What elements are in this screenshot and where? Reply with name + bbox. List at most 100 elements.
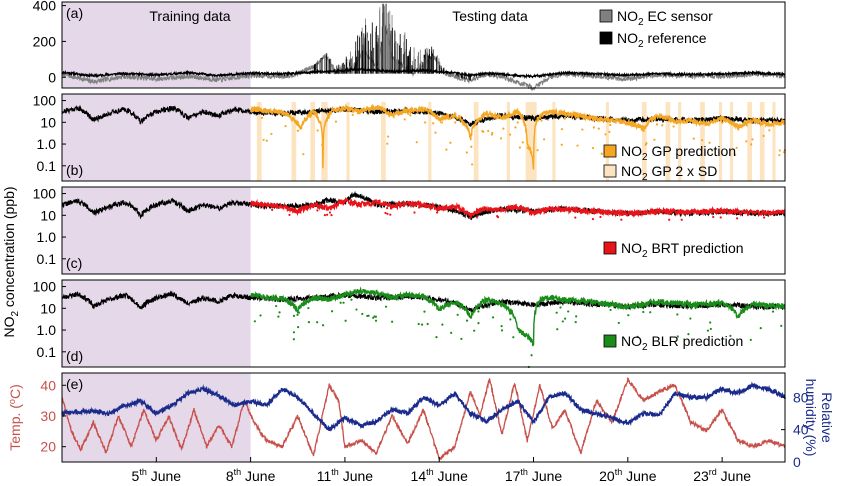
panel-d-prediction-point bbox=[296, 313, 299, 316]
panel-b-prediction-point bbox=[526, 146, 529, 149]
panel-d-prediction-point bbox=[297, 311, 301, 314]
panel-d-prediction-point bbox=[509, 318, 512, 321]
panel-e-tick-label-right: 0 bbox=[793, 454, 801, 470]
panel-a-label: (a) bbox=[66, 5, 83, 21]
panel-c-prediction-point bbox=[487, 207, 490, 210]
panel-b-prediction-point bbox=[721, 121, 724, 124]
panel-c-prediction-point bbox=[736, 217, 739, 220]
panel-d-prediction-point bbox=[441, 323, 444, 326]
panel-d-label: (d) bbox=[66, 348, 83, 364]
panel-c-prediction-point bbox=[389, 213, 392, 216]
panel-d-prediction-point bbox=[512, 336, 515, 339]
panel-d-prediction-point bbox=[690, 307, 693, 310]
panel-c-prediction-point bbox=[509, 207, 512, 211]
panel-d-prediction-point bbox=[700, 303, 703, 307]
panel-d-prediction-point bbox=[253, 320, 256, 323]
panel-c-prediction-point bbox=[386, 207, 389, 210]
panel-b-prediction-point bbox=[499, 137, 503, 140]
panel-d-prediction-point bbox=[657, 303, 660, 306]
panel-b-prediction-point bbox=[735, 146, 738, 149]
panel-d-tick-label-left: 0.1 bbox=[37, 344, 57, 360]
panel-d-prediction-point bbox=[508, 312, 512, 315]
panel-b-prediction-point bbox=[778, 149, 781, 152]
panel-b-prediction-point bbox=[432, 122, 435, 125]
panel-c-prediction-point bbox=[551, 209, 554, 213]
panel-d-prediction-point bbox=[326, 299, 330, 302]
panel-b-prediction-point bbox=[653, 138, 656, 141]
panel-c-prediction-point bbox=[330, 214, 333, 217]
panel-b-uncertainty-band bbox=[700, 102, 705, 181]
panel-c-prediction-point bbox=[591, 217, 595, 221]
x-axis-tick-label: 5th June bbox=[132, 467, 182, 484]
panel-b-prediction-point bbox=[260, 116, 263, 120]
panel-c-prediction-point bbox=[719, 216, 722, 219]
panel-b-prediction-point bbox=[701, 139, 704, 142]
panel-c-label: (c) bbox=[66, 255, 82, 271]
panel-d-prediction-point bbox=[689, 317, 692, 320]
panel-c-series-prediction bbox=[250, 196, 786, 219]
panel-b-label: (b) bbox=[66, 162, 83, 178]
panel-b-prediction-point bbox=[321, 143, 324, 146]
panel-d-prediction-point bbox=[676, 335, 679, 338]
panel-d-prediction-point bbox=[420, 323, 424, 326]
panel-b-uncertainty-band bbox=[525, 102, 537, 181]
panel-e-training-shade bbox=[62, 373, 251, 462]
panel-d-prediction-point bbox=[709, 327, 712, 331]
panel-d-prediction-point bbox=[350, 298, 353, 301]
region-label-training: Training data bbox=[149, 8, 230, 24]
panel-c-prediction-point bbox=[680, 218, 683, 221]
panel-b-prediction-point bbox=[407, 112, 410, 115]
panel-b-prediction-point bbox=[560, 128, 564, 131]
panel-d-tick-label-left: 1.0 bbox=[37, 322, 57, 338]
panel-b-gp-sd-legend-swatch bbox=[603, 164, 617, 178]
panel-b-prediction-point bbox=[768, 129, 771, 132]
panel-d-prediction-point bbox=[636, 335, 639, 338]
panel-d-prediction-point bbox=[771, 310, 775, 313]
panel-b-prediction-point bbox=[751, 138, 754, 141]
panel-b-prediction-point bbox=[334, 120, 338, 123]
panel-c-prediction-point bbox=[654, 213, 657, 216]
panel-b-prediction-point bbox=[487, 129, 490, 133]
panel-d-prediction-point bbox=[355, 308, 358, 311]
panel-d-prediction-point bbox=[423, 310, 426, 313]
panel-d-prediction-point bbox=[694, 306, 697, 309]
panel-c: 100 10 1.0 0.1 (c) NO2 BRT prediction bbox=[33, 186, 786, 275]
panel-d-prediction-point bbox=[367, 314, 370, 317]
panel-d-prediction-point bbox=[488, 305, 491, 308]
panel-c-prediction-point bbox=[496, 216, 500, 219]
panel-b-frame bbox=[61, 93, 786, 182]
panel-c-training-shade bbox=[62, 187, 251, 274]
panel-d-prediction-point bbox=[742, 310, 745, 314]
panel-d-prediction-point bbox=[563, 317, 567, 320]
panel-c-prediction-point bbox=[608, 212, 611, 215]
panel-b-prediction-point bbox=[403, 118, 406, 121]
panel-b-prediction-point bbox=[540, 119, 543, 122]
panel-b-prediction-point bbox=[521, 141, 524, 144]
panel-d-prediction-point bbox=[391, 320, 394, 323]
panel-e-series-humidity bbox=[61, 381, 786, 432]
panel-e-tick-label-left: 30 bbox=[40, 408, 56, 424]
panel-b-prediction-point bbox=[692, 137, 695, 140]
panel-c-tick-label-left: 1.0 bbox=[37, 229, 57, 245]
panel-b-prediction-point bbox=[627, 122, 631, 126]
panel-b-prediction-point bbox=[543, 138, 546, 141]
panel-a-tick-label-left: 200 bbox=[33, 33, 57, 49]
panel-d-prediction-point bbox=[627, 314, 630, 317]
panel-d-prediction-point bbox=[316, 321, 319, 324]
panel-b-prediction-point bbox=[309, 115, 312, 118]
panel-b-prediction-point bbox=[655, 123, 659, 126]
panel-c-prediction-point bbox=[621, 213, 624, 216]
panel-d-prediction-point bbox=[292, 314, 296, 317]
panel-d-prediction-point bbox=[465, 319, 469, 322]
panel-d-prediction-point bbox=[384, 305, 388, 308]
panel-b-prediction-point bbox=[490, 133, 494, 136]
panel-e-tick-label-left: 20 bbox=[40, 439, 56, 455]
panel-b-uncertainty-band bbox=[729, 102, 734, 181]
panel-b-uncertainty-band bbox=[718, 102, 723, 181]
panel-b-prediction-point bbox=[750, 143, 753, 146]
panel-b-prediction-point bbox=[560, 143, 563, 146]
panel-d-prediction-point bbox=[330, 310, 334, 313]
